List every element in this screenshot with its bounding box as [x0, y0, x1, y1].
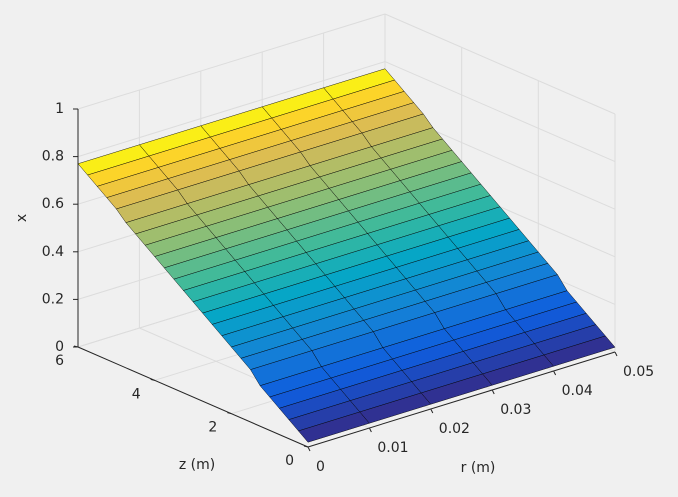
z-tick-label: 1 [55, 101, 64, 117]
z-tick-label: 0.6 [42, 196, 64, 212]
x-tick-label: 0.01 [377, 440, 408, 456]
y-tick-label: 6 [55, 353, 64, 369]
tick-mark [307, 446, 311, 452]
tick-mark [614, 351, 618, 357]
x-tick-label: 0.03 [500, 402, 531, 418]
x-axis-label: r (m) [461, 460, 496, 476]
y-tick-label: 2 [208, 420, 217, 436]
grid-line [384, 13, 616, 115]
z-tick-label: 0 [55, 339, 64, 355]
tick-mark [430, 408, 434, 414]
z-tick-label: 0.4 [42, 244, 64, 260]
grid-line [384, 61, 616, 163]
x-tick-label: 0.02 [439, 421, 470, 437]
z-tick-label: 0.2 [42, 291, 64, 307]
x-tick-label: 0.04 [562, 383, 593, 399]
x-tick-label: 0.05 [623, 364, 654, 380]
axis-line [307, 351, 616, 448]
tick-mark [368, 427, 372, 433]
x-tick-label: 0 [316, 459, 325, 475]
grid-line [77, 13, 386, 110]
tick-mark [491, 389, 495, 395]
tick-mark [553, 370, 557, 376]
z-tick-label: 0.8 [42, 149, 64, 165]
y-tick-label: 4 [132, 386, 141, 402]
y-tick-label: 0 [285, 453, 294, 469]
z-axis-label: x [14, 214, 30, 222]
y-axis-label: z (m) [179, 457, 215, 473]
axis-line [77, 346, 309, 448]
grid-line [77, 61, 386, 158]
surface-patch [543, 335, 616, 367]
